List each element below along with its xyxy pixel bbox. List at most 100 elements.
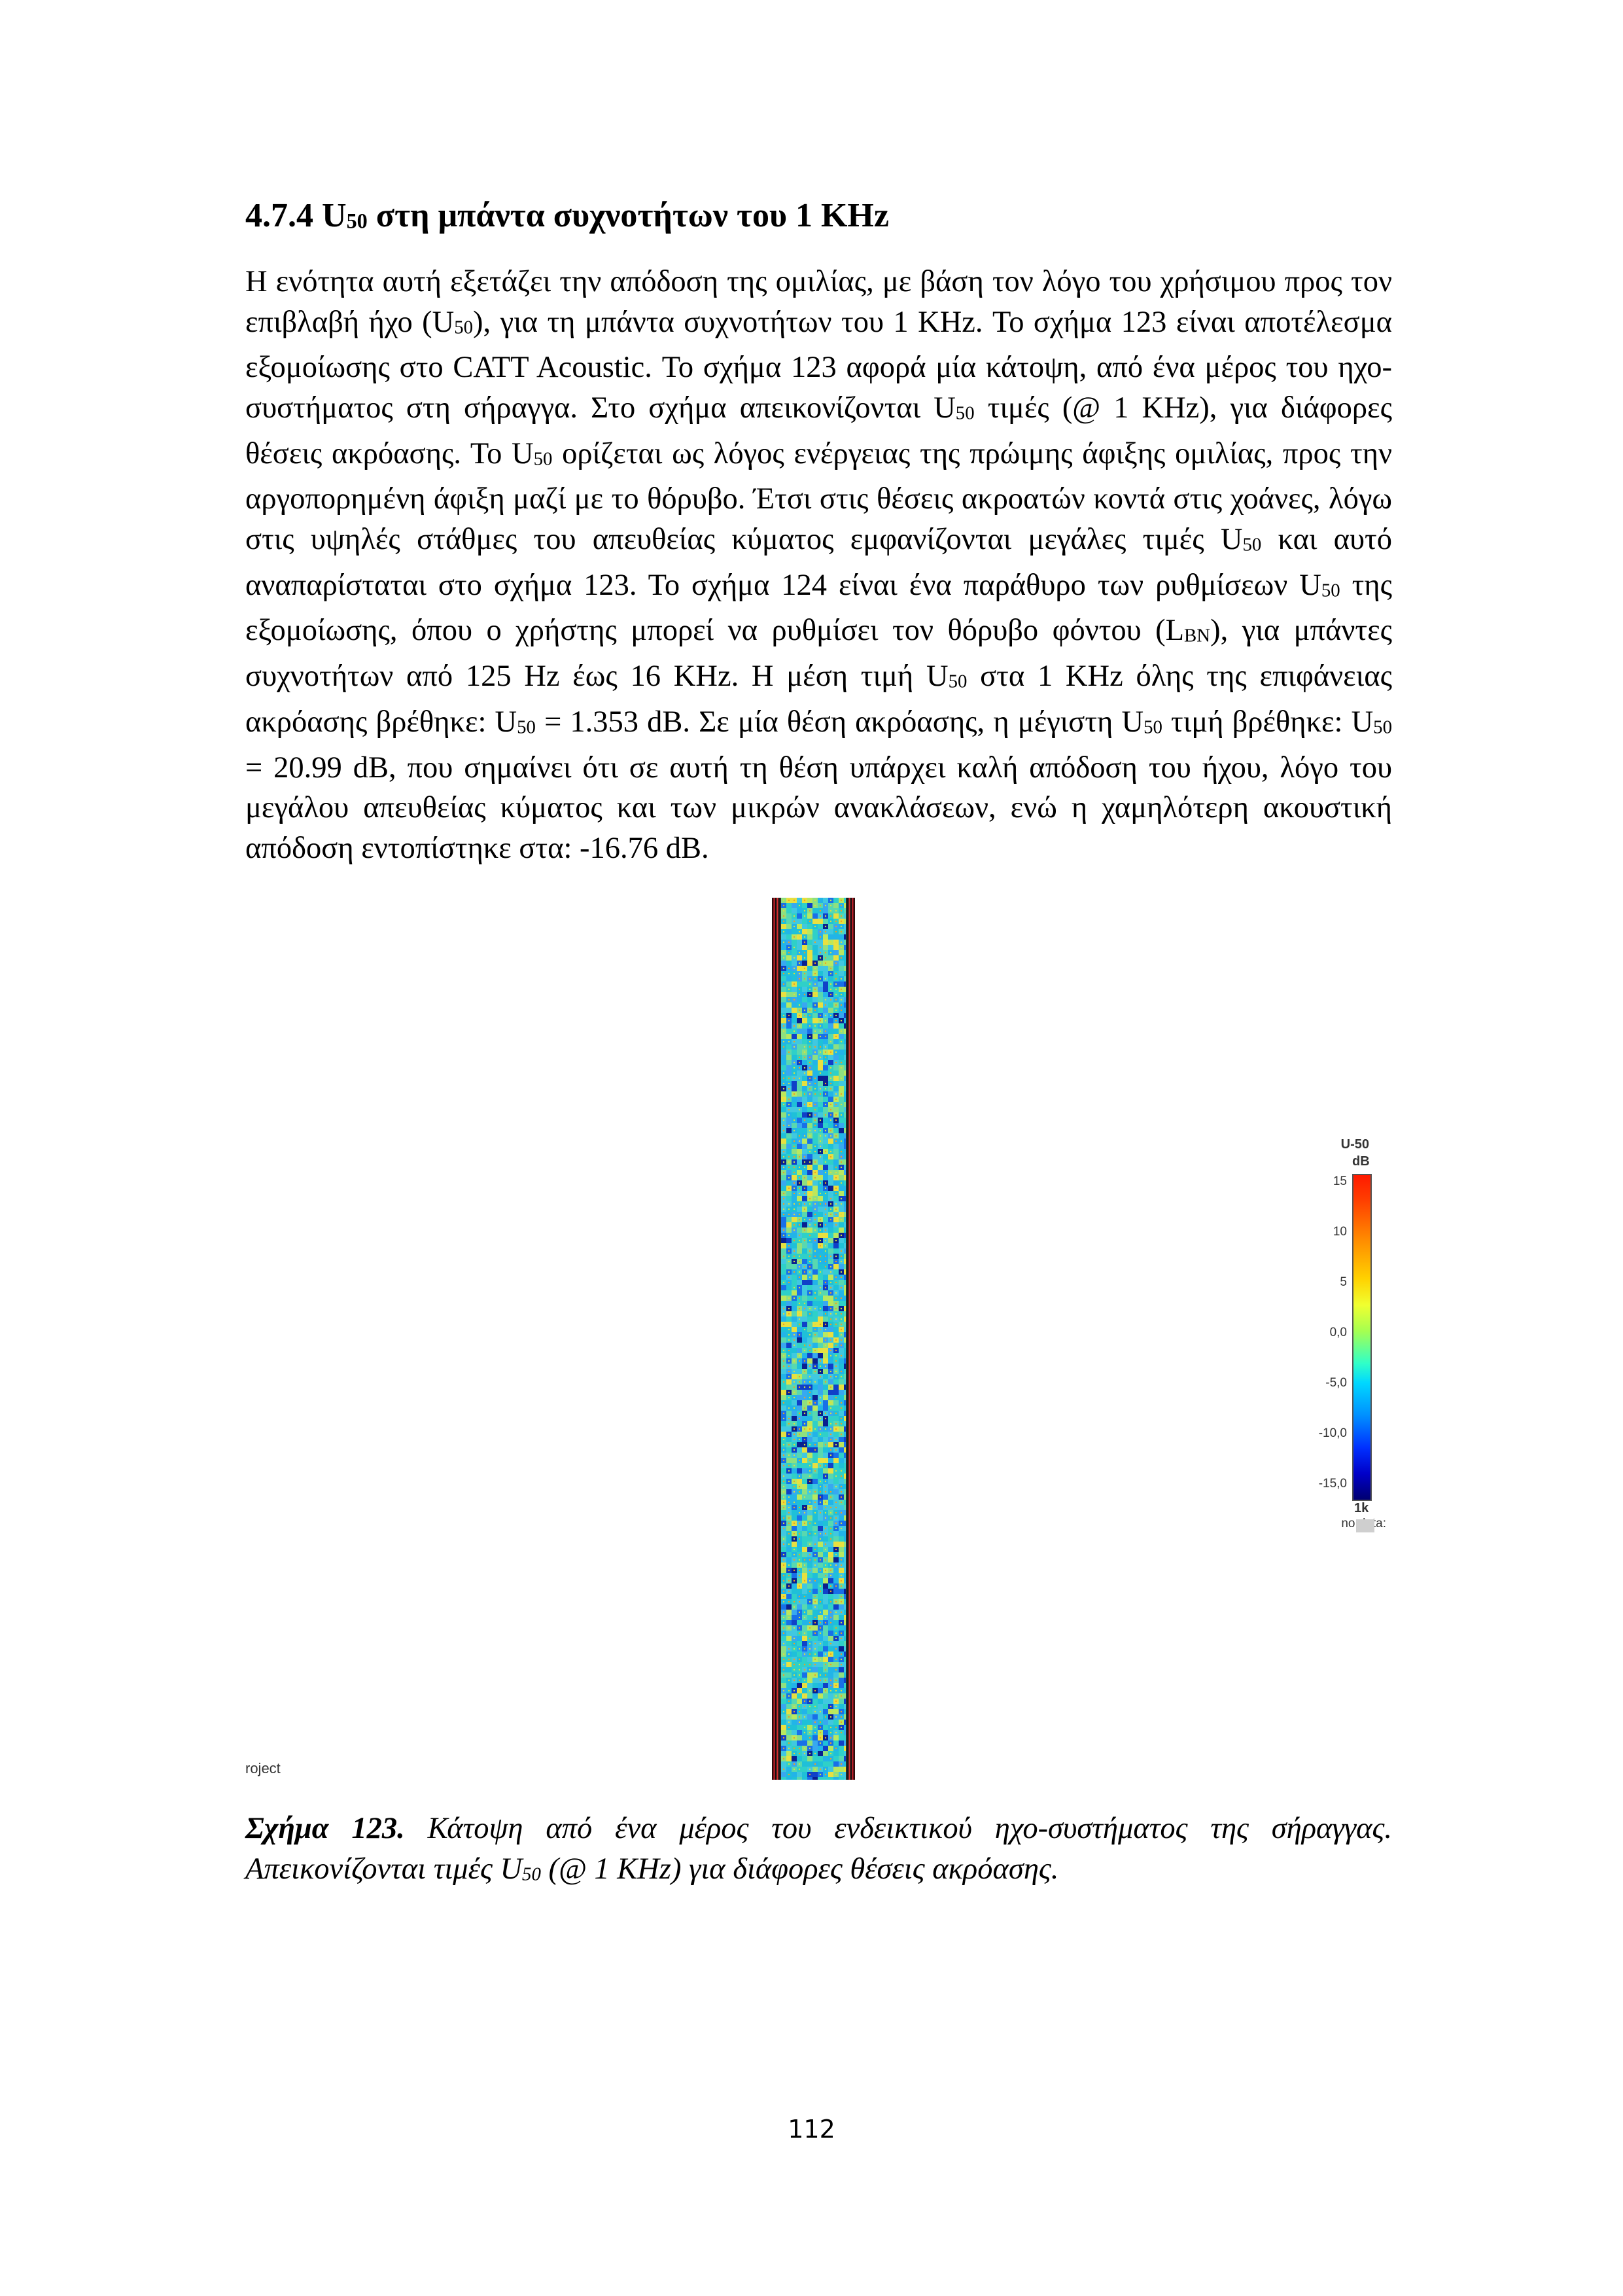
heatmap-cell	[792, 1353, 797, 1358]
heatmap-cell	[839, 1107, 844, 1112]
heatmap-cell	[844, 1076, 846, 1081]
receiver-dot	[840, 1030, 843, 1033]
receiver-dot	[788, 1580, 790, 1582]
heatmap-cell	[802, 1777, 807, 1780]
heatmap-cell	[807, 1050, 812, 1055]
receiver-dot	[798, 1061, 801, 1064]
heatmap-cell	[839, 1118, 844, 1123]
heatmap-cell	[781, 1269, 786, 1275]
heatmap-cell	[786, 1343, 792, 1348]
receiver-dot	[814, 1119, 816, 1122]
receiver-dot	[835, 1019, 837, 1022]
heatmap-cell	[839, 1704, 844, 1709]
receiver-dot	[793, 1140, 795, 1142]
heatmap-cell	[844, 1725, 846, 1730]
heatmap-cell	[839, 1751, 844, 1756]
heatmap-cell	[802, 1107, 807, 1112]
receiver-dot	[824, 1354, 827, 1357]
receiver-dot	[814, 1208, 816, 1210]
receiver-dot	[798, 1004, 801, 1006]
heatmap-cell	[839, 1034, 844, 1039]
receiver-dot	[824, 1412, 827, 1415]
receiver-dot	[819, 1245, 822, 1247]
receiver-dot	[835, 1773, 837, 1776]
receiver-dot	[798, 1077, 801, 1080]
heatmap-cell	[802, 1453, 807, 1458]
heatmap-cell	[818, 1379, 823, 1385]
wall-stripe	[777, 898, 778, 1780]
para-text: Η ενότητα αυτή εξετάζει την απόδοση της …	[245, 265, 1392, 339]
receiver-dot	[803, 1679, 806, 1682]
receiver-dot	[803, 972, 806, 975]
receiver-dot	[803, 1731, 806, 1734]
heatmap-cell	[828, 1442, 833, 1447]
receiver-dot	[840, 1318, 843, 1320]
heatmap-cell	[807, 924, 812, 929]
heatmap-cell	[828, 976, 833, 981]
receiver-dot	[782, 1119, 785, 1122]
heatmap-cell	[797, 1395, 802, 1400]
receiver-dot	[819, 1156, 822, 1158]
caption-text: (@ 1 KHz) για διάφορες θέσεις ακρόασης.	[540, 1852, 1059, 1886]
receiver-dot	[835, 1260, 837, 1263]
receiver-dot	[798, 1176, 801, 1179]
heatmap-cell	[812, 1416, 818, 1421]
heatmap-cell	[844, 1369, 846, 1374]
heatmap-cell	[802, 1740, 807, 1746]
heatmap-cell	[844, 971, 846, 976]
heatmap-cell	[839, 1385, 844, 1390]
heatmap-cell	[823, 1704, 828, 1709]
heatmap-cell	[807, 966, 812, 971]
heatmap-cell	[786, 1489, 792, 1494]
heatmap-cell	[823, 1583, 828, 1589]
receiver-dot	[782, 1710, 785, 1713]
receiver-dot	[793, 1538, 795, 1540]
heading-number: 4.7.4 U	[245, 197, 347, 234]
heatmap-cell	[833, 1243, 839, 1248]
heatmap-cell	[828, 1358, 833, 1364]
wall-stripe	[846, 898, 847, 1780]
heatmap-cell	[828, 1484, 833, 1489]
heatmap-cell	[823, 1657, 828, 1662]
receiver-dot	[835, 1438, 837, 1441]
receiver-dot	[788, 1051, 790, 1053]
receiver-dot	[803, 1328, 806, 1331]
receiver-dot	[782, 1082, 785, 1085]
heatmap-cell	[802, 919, 807, 924]
receiver-dot	[793, 1501, 795, 1504]
heatmap-cell	[844, 987, 846, 992]
receiver-dot	[814, 1501, 816, 1504]
heatmap-cell	[781, 1714, 786, 1720]
heatmap-cell	[802, 1002, 807, 1008]
heatmap-cell	[812, 945, 818, 950]
heatmap-cell	[839, 1552, 844, 1557]
receiver-dot	[819, 1412, 822, 1415]
receiver-dot	[814, 1470, 816, 1472]
receiver-dot	[793, 1229, 795, 1231]
heatmap-cell	[781, 1144, 786, 1149]
receiver-dot	[788, 1700, 790, 1703]
heatmap-cell	[833, 1573, 839, 1578]
receiver-dot	[840, 1375, 843, 1378]
receiver-dot	[829, 920, 832, 923]
receiver-dot	[809, 1669, 811, 1671]
receiver-dot	[829, 1538, 832, 1540]
heatmap-cell	[807, 955, 812, 961]
receiver-dot	[814, 1658, 816, 1661]
u50-heatmap	[772, 898, 855, 1780]
heatmap-cell	[802, 1364, 807, 1369]
receiver-dot	[788, 1574, 790, 1577]
heatmap-cell	[786, 1552, 792, 1557]
receiver-dot	[782, 1757, 785, 1760]
heatmap-cell	[823, 1374, 828, 1379]
receiver-dot	[788, 1391, 790, 1394]
heatmap-cell	[812, 1039, 818, 1044]
receiver-dot	[782, 1674, 785, 1676]
receiver-dot	[803, 1161, 806, 1163]
receiver-dot	[829, 1710, 832, 1713]
heatmap-cell	[839, 1447, 844, 1453]
receiver-dot	[824, 1475, 827, 1477]
heatmap-cell	[839, 1191, 844, 1196]
heatmap-cell	[786, 1594, 792, 1599]
heatmap-cell	[781, 987, 786, 992]
